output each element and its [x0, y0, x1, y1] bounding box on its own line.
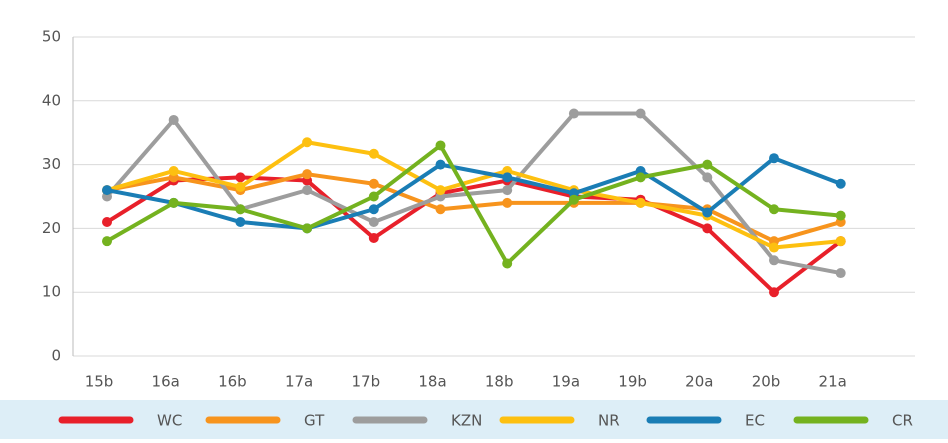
series-line [105, 175, 842, 295]
data-point [769, 242, 779, 253]
data-point [769, 287, 779, 298]
data-point [835, 268, 846, 279]
data-point [368, 217, 379, 228]
x-tick-label: 17a [285, 373, 313, 391]
data-point [435, 140, 446, 151]
data-point [235, 217, 246, 228]
data-point [635, 172, 646, 183]
data-point [168, 165, 179, 176]
data-point [769, 153, 779, 164]
data-point [368, 148, 379, 159]
data-point [235, 204, 246, 215]
legend-label: NR [598, 412, 620, 430]
data-point [502, 197, 513, 208]
data-point [302, 169, 313, 180]
x-tick-label: 18b [485, 373, 514, 391]
legend-label: KZN [451, 412, 482, 430]
data-point [635, 197, 646, 208]
x-tick-label: 21a [819, 373, 847, 391]
x-tick-label: 16b [218, 373, 247, 391]
data-point [102, 236, 112, 247]
data-point [102, 185, 112, 196]
data-point [702, 172, 713, 183]
data-point [368, 232, 379, 243]
data-point [235, 172, 246, 183]
data-point [769, 204, 779, 215]
legend-label: CR [892, 412, 913, 430]
x-tick-label: 18a [418, 373, 446, 391]
data-point [502, 258, 513, 269]
data-point [502, 185, 513, 196]
data-point [168, 197, 179, 208]
data-point [302, 185, 313, 196]
series-line [106, 140, 841, 250]
y-tick-label: 10 [42, 283, 61, 301]
x-tick-label: 15b [85, 373, 114, 391]
data-point [102, 217, 112, 228]
data-point [435, 204, 446, 215]
x-tick-label: 19b [618, 373, 647, 391]
y-tick-label: 0 [51, 347, 61, 365]
data-point [835, 210, 846, 221]
data-point [568, 108, 579, 119]
data-point [368, 204, 379, 215]
data-point [835, 236, 846, 247]
x-tick-label: 16a [152, 373, 180, 391]
y-tick-label: 20 [42, 219, 61, 237]
data-point [835, 178, 846, 189]
data-point [702, 159, 713, 170]
legend-background [0, 400, 948, 439]
x-tick-label: 20a [685, 373, 713, 391]
data-point [302, 137, 313, 148]
legend-label: EC [745, 412, 765, 430]
legend-label: GT [304, 412, 325, 430]
data-point [435, 185, 446, 196]
data-point [168, 114, 179, 125]
data-point [435, 159, 446, 170]
data-point [635, 108, 646, 119]
x-tick-label: 17b [351, 373, 380, 391]
data-point [368, 191, 379, 202]
data-point [235, 181, 246, 192]
legend-label: WC [157, 412, 182, 430]
y-tick-label: 30 [42, 155, 61, 173]
y-tick-label: 50 [42, 28, 61, 46]
data-point [702, 223, 713, 234]
y-tick-label: 40 [42, 91, 61, 109]
series-line [105, 111, 842, 276]
data-point [302, 223, 313, 234]
series-line [106, 156, 842, 231]
data-point [568, 194, 579, 205]
x-tick-label: 19a [552, 373, 580, 391]
data-point [502, 172, 513, 183]
data-point [769, 255, 779, 266]
series-line [106, 143, 841, 266]
data-point [368, 178, 379, 189]
data-point [702, 207, 713, 218]
x-tick-label: 20b [752, 373, 781, 391]
